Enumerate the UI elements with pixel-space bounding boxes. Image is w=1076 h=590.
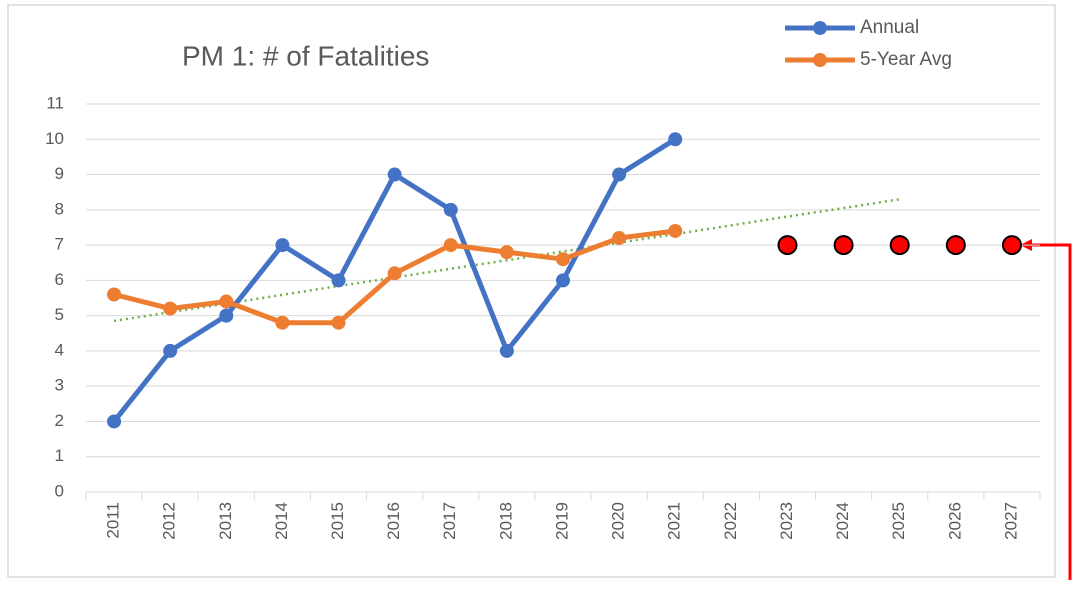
x-tick-label: 2023: [777, 502, 796, 540]
target-marker: [889, 235, 910, 256]
marker: [499, 343, 514, 358]
marker: [556, 273, 570, 288]
y-tick-label: 6: [55, 270, 64, 289]
marker: [331, 315, 346, 330]
x-tick-label: 2024: [833, 502, 852, 540]
marker: [275, 315, 290, 330]
x-tick-label: 2019: [552, 502, 571, 540]
x-tick-label: 2012: [160, 502, 179, 540]
legend-label: Annual: [860, 17, 919, 38]
marker: [499, 245, 514, 260]
marker: [107, 414, 122, 429]
marker: [668, 223, 683, 238]
x-tick-label: 2011: [104, 502, 123, 539]
target-marker: [777, 235, 798, 256]
x-tick-label: 2027: [1001, 502, 1020, 540]
marker: [443, 238, 458, 253]
marker: [219, 308, 234, 323]
x-tick-label: 2022: [721, 502, 740, 540]
y-tick-label: 11: [46, 93, 64, 112]
marker: [107, 287, 122, 302]
x-tick-label: 2018: [496, 502, 515, 540]
marker: [163, 343, 178, 358]
y-tick-label: 4: [55, 340, 64, 359]
marker: [612, 231, 627, 246]
x-tick-label: 2021: [665, 502, 684, 540]
x-tick-label: 2014: [272, 502, 291, 540]
legend-marker: [813, 53, 827, 67]
x-tick-label: 2013: [216, 502, 235, 540]
x-tick-label: 2026: [945, 502, 964, 540]
y-tick-label: 1: [55, 446, 64, 465]
x-tick-label: 2020: [609, 502, 628, 540]
trendline: [113, 198, 900, 323]
x-tick-label: 2015: [328, 502, 347, 540]
marker: [163, 301, 178, 316]
y-tick-label: 3: [55, 376, 64, 395]
arrow: [1024, 243, 1072, 580]
y-tick-label: 8: [55, 199, 64, 218]
marker: [387, 167, 402, 182]
marker: [443, 202, 458, 217]
y-tick-label: 7: [55, 235, 64, 254]
target-marker: [833, 235, 854, 256]
chart-title: PM 1: # of Fatalities: [182, 40, 429, 71]
marker: [387, 266, 402, 281]
marker: [556, 252, 570, 267]
x-tick-label: 2025: [889, 502, 908, 540]
chart-frame: [7, 4, 1056, 578]
y-tick-label: 9: [55, 164, 64, 183]
y-tick-label: 0: [55, 481, 64, 500]
marker: [668, 132, 683, 147]
x-tick-label: 2016: [384, 502, 403, 540]
marker: [331, 273, 346, 288]
target-marker: [945, 235, 966, 256]
marker: [612, 167, 627, 182]
y-tick-label: 10: [45, 129, 64, 148]
y-tick-label: 2: [55, 411, 64, 430]
legend-label: 5-Year Avg: [860, 49, 952, 70]
x-tick-label: 2017: [440, 502, 459, 540]
legend-marker: [813, 21, 827, 35]
target-marker: [1001, 235, 1022, 256]
marker: [275, 238, 290, 253]
y-tick-label: 5: [55, 305, 64, 324]
marker: [219, 294, 234, 309]
